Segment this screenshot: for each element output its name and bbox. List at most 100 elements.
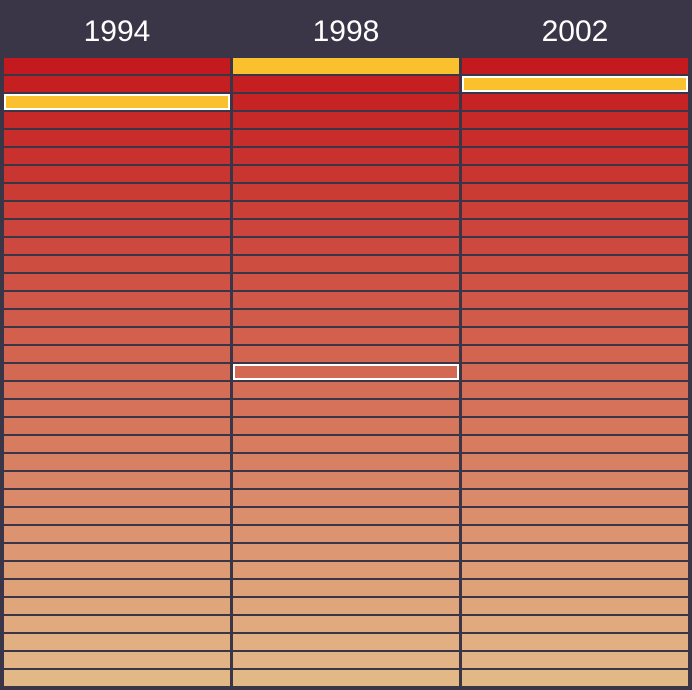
cell-1994-rank-7 [4, 166, 230, 182]
cell-2002-rank-8 [462, 184, 688, 200]
column-header-1998: 1998 [312, 15, 380, 48]
cell-1998-rank-2 [233, 76, 459, 92]
cell-2002-rank-33 [462, 634, 688, 650]
cell-2002-rank-2 [462, 76, 688, 92]
cell-2002-rank-35 [462, 670, 688, 686]
cell-1994-rank-35 [4, 670, 230, 686]
cell-1998-rank-12 [233, 256, 459, 272]
cell-1998-rank-16 [233, 328, 459, 344]
cell-2002-rank-12 [462, 256, 688, 272]
cell-2002-rank-27 [462, 526, 688, 542]
cell-2002-rank-7 [462, 166, 688, 182]
cell-1994-rank-20 [4, 400, 230, 416]
cell-1994-rank-11 [4, 238, 230, 254]
cell-1998-rank-28 [233, 544, 459, 560]
cell-1994-rank-32 [4, 616, 230, 632]
cell-2002-rank-21 [462, 418, 688, 434]
cell-1998-rank-23 [233, 454, 459, 470]
cell-1994-rank-25 [4, 490, 230, 506]
cell-1998-rank-20 [233, 400, 459, 416]
cell-1998-rank-11 [233, 238, 459, 254]
cell-1994-rank-27 [4, 526, 230, 542]
cell-1994-rank-17 [4, 346, 230, 362]
cell-1998-rank-29 [233, 562, 459, 578]
cell-1998-rank-21 [233, 418, 459, 434]
cell-1998-rank-6 [233, 148, 459, 164]
column-header-2002: 2002 [541, 15, 609, 48]
cell-2002-rank-26 [462, 508, 688, 524]
cell-1998-rank-17 [233, 346, 459, 362]
cell-2002-rank-6 [462, 148, 688, 164]
cell-1998-rank-19 [233, 382, 459, 398]
cell-2002-rank-20 [462, 400, 688, 416]
cell-2002-rank-17 [462, 346, 688, 362]
cell-1998-rank-33 [233, 634, 459, 650]
cell-2002-rank-9 [462, 202, 688, 218]
cell-1994-rank-28 [4, 544, 230, 560]
cell-1994-rank-4 [4, 112, 230, 128]
cell-1994-rank-24 [4, 472, 230, 488]
cell-1994-rank-23 [4, 454, 230, 470]
cell-1998-rank-32 [233, 616, 459, 632]
cell-1994-rank-19 [4, 382, 230, 398]
cell-1994-rank-21 [4, 418, 230, 434]
cell-1994-rank-1 [4, 58, 230, 74]
cell-1994-rank-34 [4, 652, 230, 668]
cell-1998-rank-9 [233, 202, 459, 218]
cell-1998-rank-26 [233, 508, 459, 524]
cell-1994-rank-10 [4, 220, 230, 236]
cell-2002-rank-18 [462, 364, 688, 380]
cell-1998-rank-7 [233, 166, 459, 182]
cell-1998-rank-18 [233, 364, 459, 380]
cell-1994-rank-12 [4, 256, 230, 272]
cell-2002-rank-4 [462, 112, 688, 128]
cell-1994-rank-33 [4, 634, 230, 650]
cell-1994-rank-30 [4, 580, 230, 596]
cell-1998-rank-15 [233, 310, 459, 326]
cell-1994-rank-16 [4, 328, 230, 344]
cell-2002-rank-13 [462, 274, 688, 290]
cell-2002-rank-29 [462, 562, 688, 578]
cell-1994-rank-14 [4, 292, 230, 308]
cell-2002-rank-22 [462, 436, 688, 452]
cell-1994-rank-22 [4, 436, 230, 452]
cell-2002-rank-23 [462, 454, 688, 470]
cell-2002-rank-16 [462, 328, 688, 344]
cell-1998-rank-4 [233, 112, 459, 128]
cell-2002-rank-28 [462, 544, 688, 560]
cell-2002-rank-24 [462, 472, 688, 488]
cell-1994-rank-31 [4, 598, 230, 614]
cell-1994-rank-15 [4, 310, 230, 326]
cell-2002-rank-11 [462, 238, 688, 254]
cell-1998-rank-25 [233, 490, 459, 506]
cell-2002-rank-5 [462, 130, 688, 146]
cell-1994-rank-3 [4, 94, 230, 110]
cell-1998-rank-31 [233, 598, 459, 614]
cell-2002-rank-14 [462, 292, 688, 308]
cell-1998-rank-3 [233, 94, 459, 110]
cell-2002-rank-30 [462, 580, 688, 596]
cell-1998-rank-5 [233, 130, 459, 146]
cell-2002-rank-31 [462, 598, 688, 614]
cell-1994-rank-5 [4, 130, 230, 146]
cell-1998-rank-1 [233, 58, 459, 74]
cell-1994-rank-26 [4, 508, 230, 524]
cell-1994-rank-9 [4, 202, 230, 218]
cell-1994-rank-2 [4, 76, 230, 92]
cell-1998-rank-14 [233, 292, 459, 308]
cell-2002-rank-34 [462, 652, 688, 668]
cell-2002-rank-19 [462, 382, 688, 398]
cell-1994-rank-18 [4, 364, 230, 380]
cell-1998-rank-24 [233, 472, 459, 488]
cell-1994-rank-8 [4, 184, 230, 200]
cell-1994-rank-13 [4, 274, 230, 290]
cell-1998-rank-35 [233, 670, 459, 686]
cell-1998-rank-8 [233, 184, 459, 200]
cell-2002-rank-3 [462, 94, 688, 110]
cell-1998-rank-34 [233, 652, 459, 668]
cell-2002-rank-10 [462, 220, 688, 236]
cell-2002-rank-1 [462, 58, 688, 74]
cell-1994-rank-6 [4, 148, 230, 164]
cell-1998-rank-22 [233, 436, 459, 452]
